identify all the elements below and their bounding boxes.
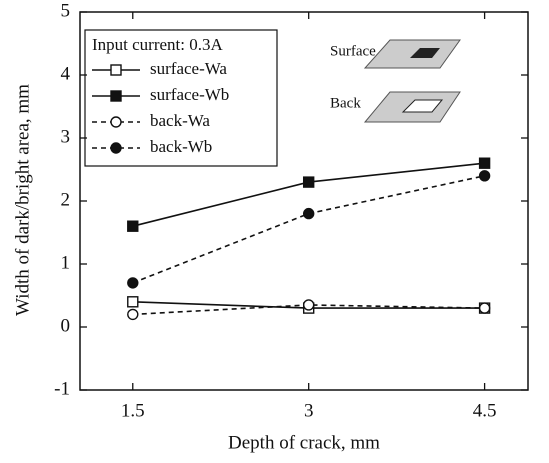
marker	[302, 299, 315, 311]
legend-label: back-Wb	[150, 137, 212, 156]
marker	[127, 296, 139, 308]
marker	[478, 170, 491, 182]
series-line	[132, 175, 485, 284]
marker	[127, 308, 139, 321]
marker	[478, 157, 491, 169]
legend-label: surface-Wb	[150, 85, 229, 104]
y-tick-label: 5	[61, 0, 71, 21]
y-axis-label: Width of dark/bright area, mm	[12, 84, 33, 316]
y-tick-label: 0	[61, 315, 71, 336]
x-tick-label: 4.5	[473, 400, 497, 421]
legend-title: Input current: 0.3A	[92, 35, 223, 54]
legend-label: back-Wa	[150, 111, 210, 130]
surface-plate	[363, 39, 461, 69]
y-tick-label: 4	[61, 63, 71, 84]
series-line	[132, 304, 485, 316]
marker	[302, 207, 315, 220]
marker	[127, 220, 139, 232]
legend-label: surface-Wa	[150, 59, 227, 78]
inset: Surface Back	[330, 39, 461, 123]
inset-label: Back	[330, 95, 361, 111]
y-tick-label: 2	[61, 189, 71, 210]
marker	[110, 64, 122, 76]
marker	[110, 142, 122, 154]
marker	[110, 90, 122, 102]
x-tick-label: 1.5	[121, 400, 145, 421]
marker	[302, 176, 315, 188]
surface-dark-area	[410, 48, 440, 58]
y-tick-label: 1	[61, 252, 71, 273]
x-axis-label: Depth of crack, mm	[228, 432, 380, 453]
marker	[110, 116, 122, 128]
y-tick-label: 3	[61, 126, 71, 147]
inset-label: Surface	[330, 43, 376, 59]
back-bright-area	[401, 99, 444, 113]
y-tick-label: -1	[54, 378, 70, 399]
x-tick-label: 3	[304, 400, 314, 421]
legend: Input current: 0.3A surface-Wa surface-Wb…	[84, 29, 278, 167]
marker	[478, 302, 491, 314]
marker	[127, 277, 139, 289]
